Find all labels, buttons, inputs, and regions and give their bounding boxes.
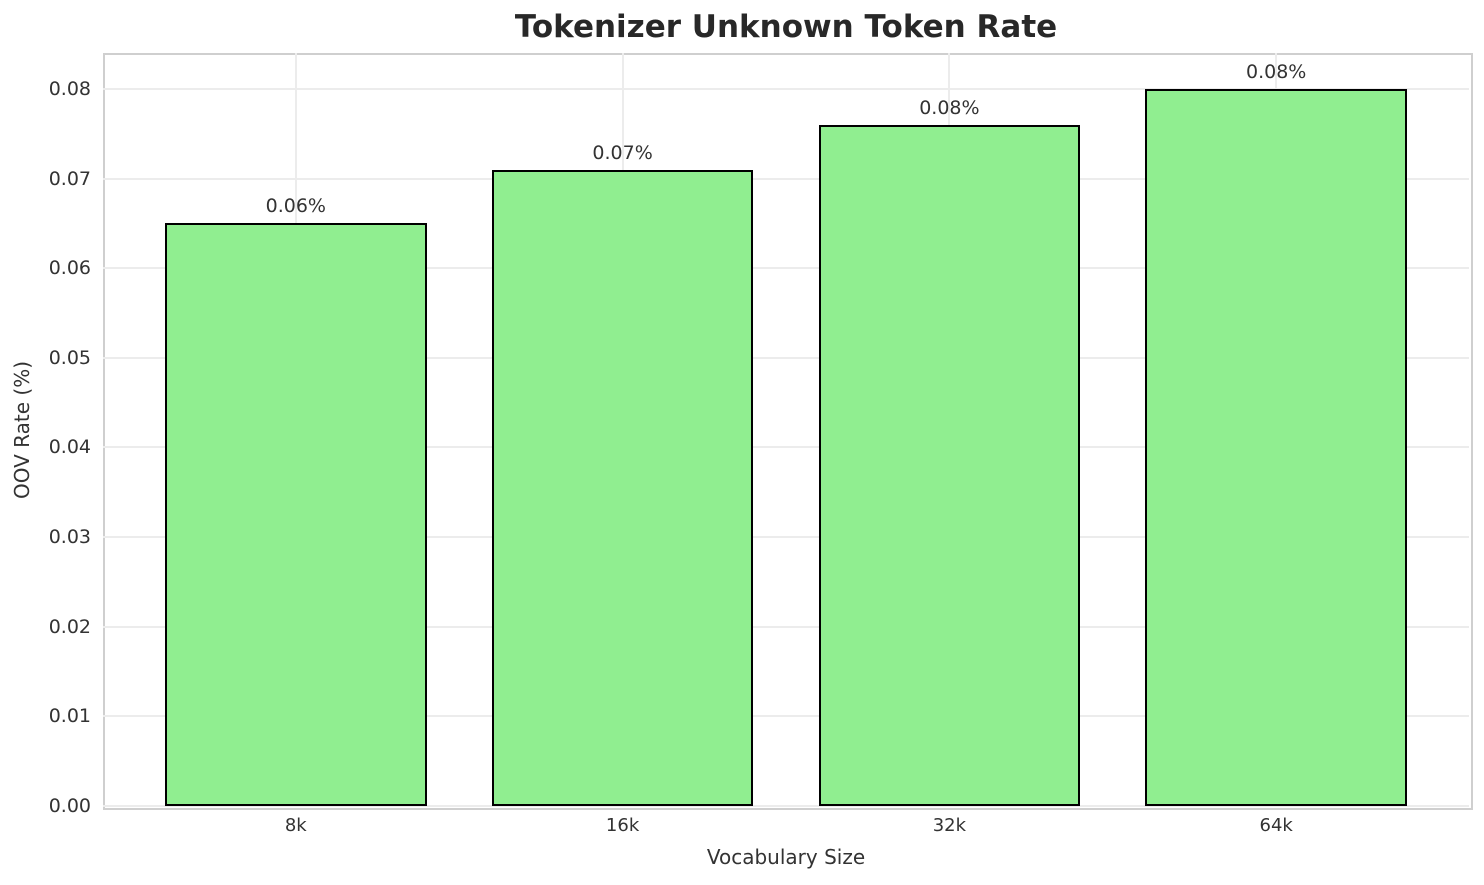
y-tick-label: 0.06 bbox=[48, 257, 91, 280]
x-tick-label: 32k bbox=[932, 815, 967, 836]
x-tick-label: 64k bbox=[1259, 815, 1293, 836]
x-tick-label: 16k bbox=[605, 815, 640, 836]
bar-32k bbox=[818, 124, 1081, 806]
bar-8k bbox=[165, 223, 427, 806]
y-tick-label: 0.02 bbox=[48, 615, 91, 638]
y-tick-label: 0.08 bbox=[48, 77, 91, 100]
bar-16k bbox=[491, 169, 754, 806]
x-axis-label: Vocabulary Size bbox=[706, 845, 866, 869]
bar-value-label: 0.06% bbox=[265, 195, 326, 218]
gridline-horizontal bbox=[103, 177, 1469, 180]
gridline-horizontal bbox=[103, 715, 1469, 718]
y-tick-label: 0.03 bbox=[48, 526, 91, 549]
y-tick-label: 0.07 bbox=[48, 167, 91, 190]
gridline-horizontal bbox=[103, 536, 1469, 539]
gridline-horizontal bbox=[103, 625, 1469, 628]
bar-64k bbox=[1145, 88, 1407, 806]
chart-title: Tokenizer Unknown Token Rate bbox=[514, 9, 1058, 45]
y-tick-label: 0.01 bbox=[48, 705, 91, 728]
gridline-horizontal bbox=[103, 356, 1469, 359]
bar-value-label: 0.07% bbox=[592, 141, 653, 164]
gridline-horizontal bbox=[103, 446, 1469, 449]
gridline-horizontal bbox=[103, 267, 1469, 270]
x-tick-label: 8k bbox=[284, 815, 307, 836]
bar-value-label: 0.08% bbox=[919, 96, 980, 119]
y-tick-label: 0.05 bbox=[48, 346, 91, 369]
y-tick-label: 0.04 bbox=[48, 436, 91, 459]
gridline-horizontal bbox=[103, 805, 1469, 807]
gridline-horizontal bbox=[103, 87, 1469, 90]
bar-value-label: 0.08% bbox=[1246, 60, 1307, 83]
y-tick-label: 0.00 bbox=[48, 795, 91, 817]
y-axis-label: OOV Rate (%) bbox=[10, 361, 34, 499]
